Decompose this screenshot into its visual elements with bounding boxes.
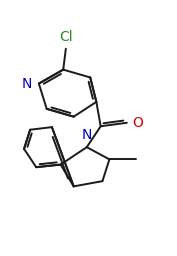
Text: O: O <box>132 116 143 130</box>
Text: Cl: Cl <box>59 30 73 44</box>
Text: N: N <box>82 128 92 142</box>
Text: N: N <box>21 77 32 91</box>
